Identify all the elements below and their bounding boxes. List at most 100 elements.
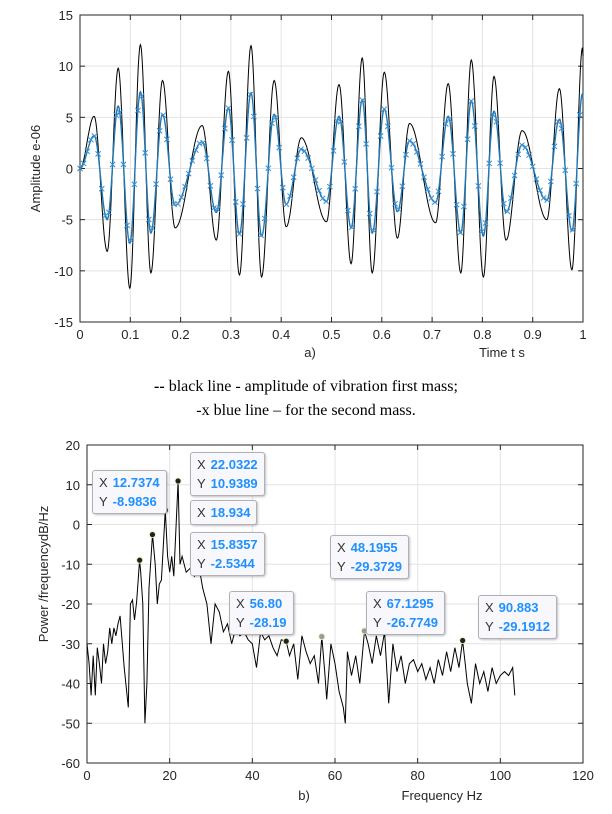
x-marker bbox=[370, 227, 377, 234]
datatip-x-value: 15.8357 bbox=[210, 537, 258, 552]
x-tick-label: 20 bbox=[162, 768, 176, 783]
datatip-x-value: 90.883 bbox=[498, 600, 539, 615]
x-marker bbox=[431, 199, 438, 206]
datatip-x-value: 56.80 bbox=[249, 596, 283, 611]
x-marker bbox=[345, 207, 351, 214]
datatip[interactable]: X 48.1955 Y -29.3729 bbox=[330, 535, 409, 579]
x-marker bbox=[95, 150, 102, 157]
x-tick-label: 0.5 bbox=[322, 327, 340, 342]
x-axis-label: Time t s bbox=[479, 345, 525, 360]
psd-line bbox=[86, 480, 516, 724]
x-marker bbox=[374, 188, 380, 195]
datatip-x-row: X 18.934 bbox=[197, 503, 250, 522]
x-marker bbox=[265, 165, 272, 172]
datatip[interactable]: X 18.934 bbox=[190, 500, 258, 525]
x-marker bbox=[182, 183, 188, 190]
datatip[interactable]: X 56.80 Y -28.19 bbox=[229, 591, 294, 635]
x-marker bbox=[116, 109, 123, 116]
x-marker bbox=[316, 187, 322, 194]
x-marker bbox=[540, 194, 547, 201]
datatip-x-key: X bbox=[197, 457, 206, 472]
x-marker bbox=[167, 176, 174, 183]
x-tick-label: 100 bbox=[489, 768, 511, 783]
y-tick-label: 10 bbox=[59, 59, 73, 74]
x-marker bbox=[471, 123, 478, 129]
y-tick-label: 0 bbox=[73, 518, 80, 533]
x-marker bbox=[533, 176, 540, 183]
x-marker bbox=[442, 120, 449, 127]
x-marker bbox=[287, 193, 294, 199]
x-marker bbox=[479, 228, 485, 235]
caption-line-2: -x blue line – for the second mass. bbox=[196, 402, 416, 419]
x-marker bbox=[258, 232, 265, 239]
x-marker bbox=[413, 149, 420, 156]
x-marker bbox=[109, 161, 116, 168]
x-marker bbox=[250, 113, 257, 120]
x-tick-label: 0.1 bbox=[121, 327, 139, 342]
datatip-y-key: Y bbox=[337, 559, 346, 574]
x-marker bbox=[163, 136, 170, 143]
x-marker bbox=[178, 194, 185, 201]
x-marker bbox=[236, 231, 243, 237]
x-marker bbox=[294, 155, 301, 162]
x-marker bbox=[207, 182, 214, 189]
x-tick-label: 0.8 bbox=[473, 327, 491, 342]
x-marker bbox=[283, 201, 290, 208]
datatip-x-row: X 67.1295 bbox=[373, 594, 438, 613]
datatip-y-row: Y -28.19 bbox=[236, 613, 287, 632]
datatip-y-value: -29.1912 bbox=[498, 619, 550, 634]
datatip-y-row: Y -26.7749 bbox=[373, 613, 438, 632]
x-axis-label: Frequency Hz bbox=[402, 788, 483, 803]
x-marker bbox=[359, 97, 366, 104]
x-marker bbox=[384, 123, 391, 130]
x-marker bbox=[551, 143, 558, 150]
series-second-mass-line bbox=[79, 90, 584, 245]
datatip-x-key: X bbox=[485, 600, 494, 615]
x-marker bbox=[305, 155, 312, 161]
x-marker bbox=[562, 167, 569, 174]
x-marker bbox=[486, 160, 493, 167]
datatip-y-key: Y bbox=[99, 494, 108, 509]
x-marker bbox=[91, 132, 98, 139]
datatip-x-row: X 48.1955 bbox=[337, 538, 402, 557]
datatip[interactable]: X 90.883 Y -29.1912 bbox=[478, 595, 557, 639]
x-tick-label: 0.9 bbox=[524, 327, 542, 342]
datatip[interactable]: X 67.1295 Y -26.7749 bbox=[366, 591, 445, 635]
datatip-y-value: 10.9389 bbox=[210, 476, 258, 491]
datatip[interactable]: X 15.8357 Y -2.5344 bbox=[190, 532, 265, 576]
y-tick-label: -20 bbox=[61, 597, 80, 612]
x-marker bbox=[424, 186, 431, 193]
x-marker bbox=[395, 206, 402, 213]
chart-a-vibration-amplitude: 0 0.1 0.2 0.3 0.4 0.5 0.6 0.7 0.8 0.9 1 15 10 5 0 -5 -10… bbox=[28, 8, 587, 360]
y-tick-label: -15 bbox=[54, 315, 73, 330]
datatip-y-key: Y bbox=[485, 619, 494, 634]
x-tick-label: 0.4 bbox=[272, 327, 290, 342]
datatip-marker bbox=[174, 477, 182, 485]
datatip-x-value: 12.7374 bbox=[112, 475, 160, 490]
x-marker bbox=[124, 222, 131, 229]
datatip[interactable]: X 12.7374 Y -8.9836 bbox=[92, 470, 167, 514]
x-marker bbox=[106, 209, 112, 216]
datatip-y-value: -8.9836 bbox=[112, 494, 157, 509]
x-marker bbox=[232, 199, 239, 205]
x-marker bbox=[225, 105, 232, 112]
x-marker bbox=[301, 148, 308, 155]
x-marker bbox=[576, 112, 583, 118]
x-marker bbox=[272, 114, 279, 121]
y-tick-label: 5 bbox=[66, 110, 73, 125]
datatip-y-value: -28.19 bbox=[249, 615, 287, 630]
datatip[interactable]: X 22.0322 Y 10.9389 bbox=[190, 452, 265, 496]
caption-line-1: -- black line - amplitude of vibration f… bbox=[0, 378, 612, 396]
caption-marker: -- bbox=[154, 378, 165, 395]
x-marker bbox=[240, 201, 246, 208]
x-marker bbox=[352, 185, 359, 192]
x-marker bbox=[268, 120, 275, 127]
datatip-x-value: 48.1955 bbox=[350, 540, 398, 555]
datatip-x-value: 22.0322 bbox=[210, 457, 258, 472]
x-marker bbox=[153, 181, 160, 188]
x-marker bbox=[319, 195, 326, 202]
x-marker bbox=[149, 225, 156, 232]
x-marker bbox=[515, 151, 522, 158]
x-tick-label: 120 bbox=[572, 768, 594, 783]
x-marker bbox=[326, 183, 333, 190]
